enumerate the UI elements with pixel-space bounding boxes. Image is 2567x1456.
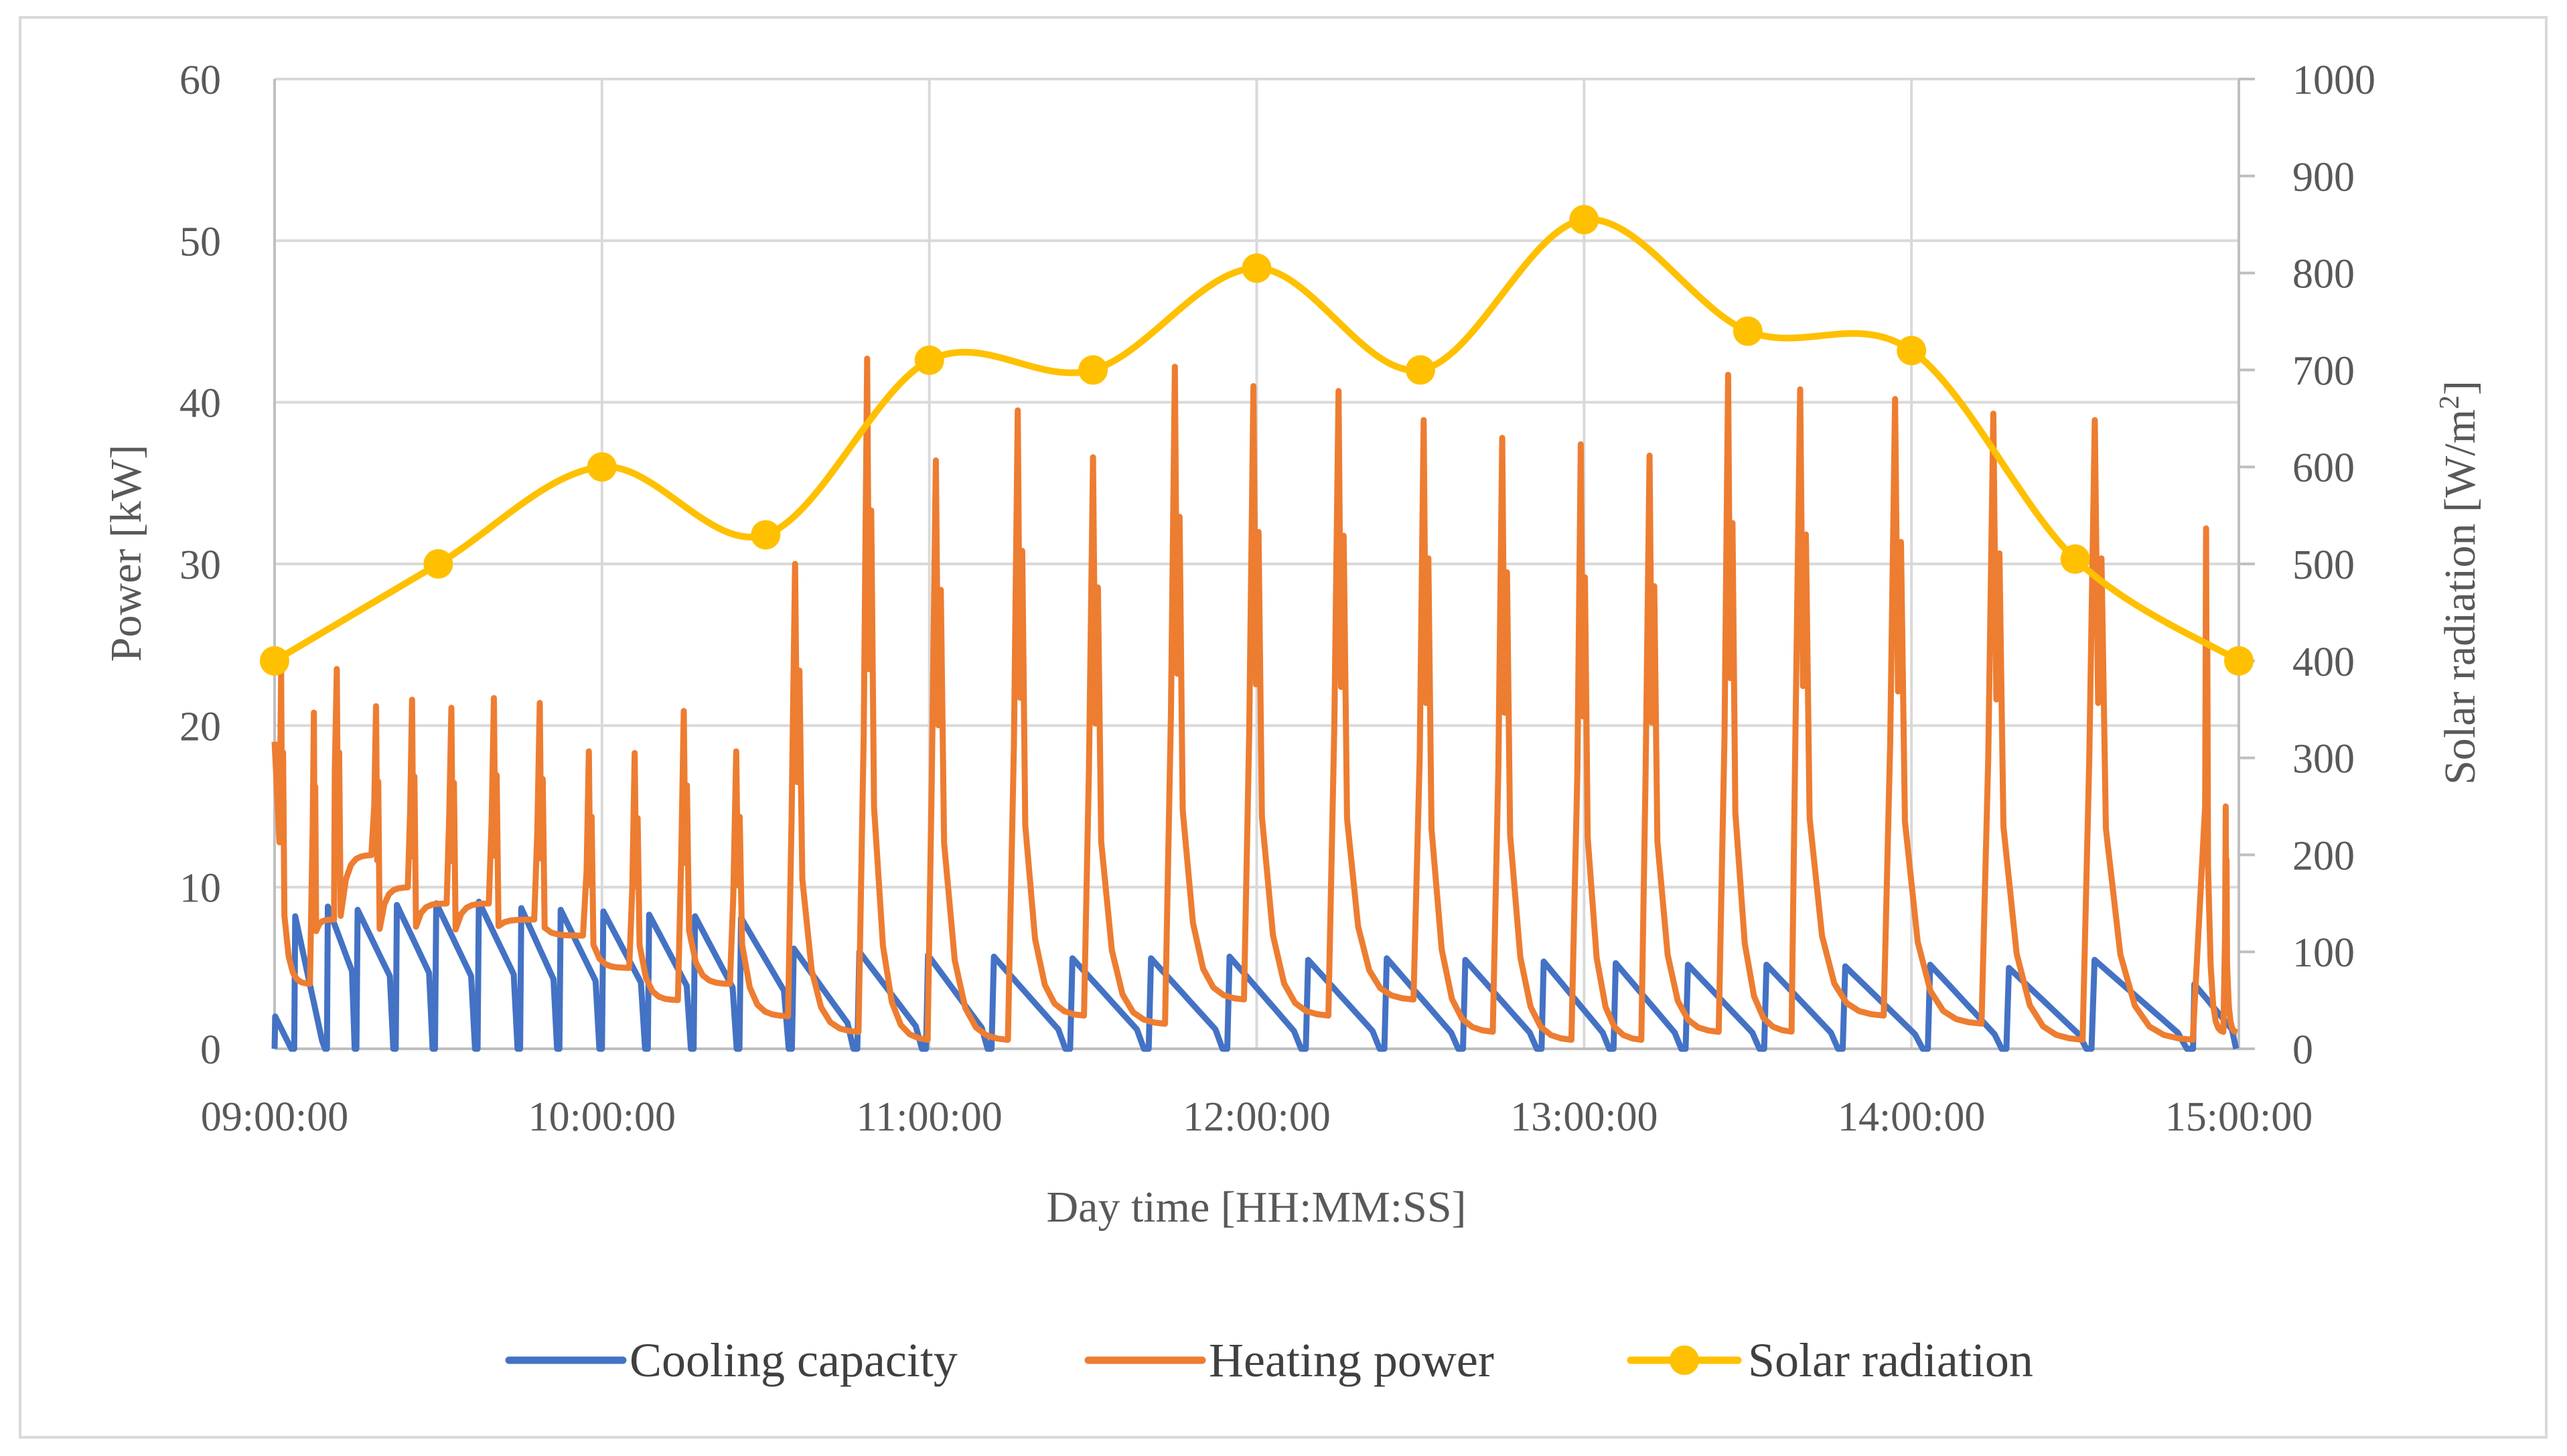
x-tick-label: 09:00:00 (201, 1094, 348, 1140)
y2-axis-title: Solar radiation [W/m2] (2434, 380, 2485, 785)
y-tick-label: 20 (179, 704, 221, 749)
y2-tick-label: 700 (2292, 348, 2355, 394)
y2-tick-label: 900 (2292, 155, 2355, 200)
solar-radiation-point (1078, 355, 1108, 385)
legend-label-solar: Solar radiation (1748, 1333, 2033, 1387)
y2-tick-label: 1000 (2292, 58, 2375, 103)
solar-radiation-point (1242, 253, 1272, 283)
cooling-capacity-line (271, 898, 2240, 1052)
y2-tick-label: 100 (2292, 930, 2355, 976)
solar-radiation-point (260, 646, 289, 676)
y2-tick-label: 800 (2292, 252, 2355, 297)
y-tick-label: 40 (179, 381, 221, 427)
y2-axis-title-main: Solar radiation [W/m (2436, 409, 2485, 785)
solar-radiation-point (2224, 646, 2254, 676)
y2-tick-label: 0 (2292, 1027, 2313, 1073)
y2-tick-label: 300 (2292, 737, 2355, 782)
x-tick-label: 12:00:00 (1183, 1094, 1330, 1140)
x-axis-title: Day time [HH:MM:SS] (1047, 1183, 1467, 1232)
y-tick-label: 0 (200, 1027, 221, 1073)
legend-item-cooling: Cooling capacity (505, 1333, 958, 1387)
y2-axis-title-sup: 2 (2434, 395, 2465, 409)
y-tick-label: 30 (179, 542, 221, 588)
y2-tick-label: 200 (2292, 833, 2355, 879)
heating-power-line (271, 356, 2239, 1043)
solar-radiation-point (423, 549, 453, 579)
y2-axis-title-end: ] (2436, 380, 2485, 395)
y-tick-label: 60 (179, 58, 221, 103)
solar-radiation-point (1897, 336, 1927, 366)
solar-radiation-point (587, 452, 617, 482)
y2-tick-label: 600 (2292, 445, 2355, 491)
solar-radiation-point (1405, 355, 1435, 385)
y2-tick-label: 400 (2292, 640, 2355, 685)
y-tick-label: 10 (179, 866, 221, 912)
y-tick-label: 50 (179, 219, 221, 265)
y2-tick-label: 500 (2292, 542, 2355, 588)
legend-label-heating: Heating power (1209, 1333, 1494, 1387)
solar-radiation-point (1733, 316, 1763, 346)
chart-frame (19, 16, 2548, 1439)
x-tick-label: 15:00:00 (2165, 1094, 2313, 1140)
solar-radiation-point (751, 520, 781, 550)
tick-labels: 0 10 20 30 40 50 60 09:00:00 10:00:00 11:00:00 12:… (179, 58, 2375, 1140)
x-tick-label: 11:00:00 (857, 1094, 1003, 1140)
series-layer (260, 205, 2254, 1052)
solar-radiation-point (1569, 205, 1599, 234)
legend: Cooling capacity Heating power Solar rad… (505, 1333, 2033, 1387)
y-axis-title: Power [kW] (102, 445, 151, 662)
legend-label-cooling: Cooling capacity (630, 1333, 958, 1387)
solar-radiation-point (2060, 544, 2090, 574)
x-tick-label: 10:00:00 (528, 1094, 676, 1140)
legend-item-heating: Heating power (1084, 1333, 1494, 1387)
x-tick-label: 13:00:00 (1510, 1094, 1658, 1140)
legend-marker-solar (1670, 1345, 1699, 1375)
x-tick-label: 14:00:00 (1838, 1094, 1985, 1140)
legend-item-solar: Solar radiation (1627, 1333, 2033, 1387)
solar-radiation-point (914, 345, 944, 375)
